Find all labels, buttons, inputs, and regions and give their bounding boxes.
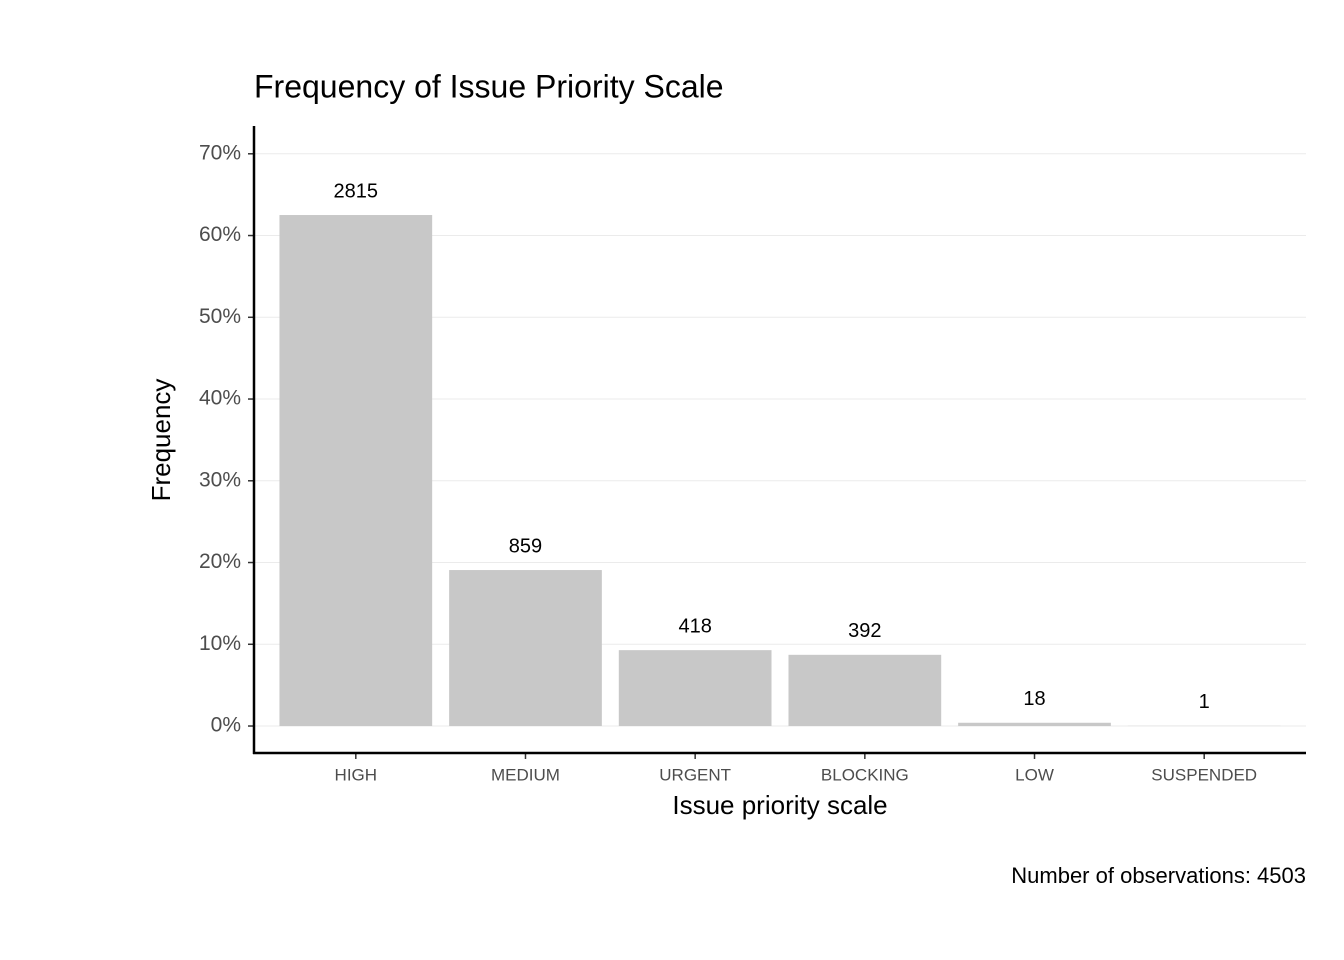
x-tick-label: BLOCKING (821, 765, 909, 784)
bar (279, 215, 433, 727)
caption: Number of observations: 4503 (1011, 863, 1306, 888)
bar (788, 654, 942, 727)
y-tick-label: 20% (199, 550, 241, 573)
y-tick-label: 60% (199, 223, 241, 246)
bar (618, 650, 772, 727)
x-tick-label: HIGH (335, 765, 378, 784)
data-label: 859 (509, 535, 542, 557)
y-axis-label: Frequency (146, 379, 176, 502)
x-tick-label: SUSPENDED (1151, 765, 1257, 784)
bar (958, 722, 1111, 727)
y-tick-label: 0% (211, 714, 241, 737)
data-label: 418 (678, 615, 711, 637)
y-tick-label: 30% (199, 468, 241, 491)
chart-title: Frequency of Issue Priority Scale (254, 68, 724, 104)
y-tick-label: 70% (199, 141, 241, 164)
data-label: 1 (1199, 691, 1210, 713)
x-tick-label: URGENT (659, 765, 731, 784)
x-tick-label: LOW (1015, 765, 1054, 784)
bar (449, 570, 602, 727)
x-tick-label: MEDIUM (491, 765, 560, 784)
y-tick-label: 10% (199, 632, 241, 655)
y-tick-label: 40% (199, 387, 241, 410)
data-label: 18 (1023, 688, 1045, 710)
data-label: 2815 (334, 180, 379, 202)
y-tick-label: 50% (199, 305, 241, 328)
data-label: 392 (848, 620, 881, 642)
x-axis-label: Issue priority scale (672, 790, 887, 820)
